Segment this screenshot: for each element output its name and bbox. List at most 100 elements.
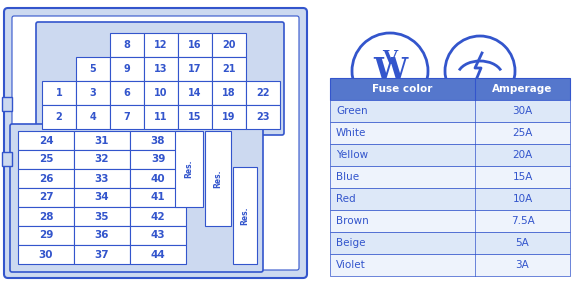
Bar [110, 57, 144, 81]
Bar [212, 81, 246, 105]
Text: 27: 27 [39, 192, 53, 202]
Text: 42: 42 [151, 212, 166, 221]
Text: Amperage: Amperage [492, 84, 553, 94]
Bar [74, 169, 130, 188]
Text: Green: Green [336, 106, 368, 116]
Text: Blue: Blue [336, 172, 359, 182]
Text: 25: 25 [39, 154, 53, 164]
Bar [130, 150, 186, 169]
Bar [130, 131, 186, 150]
Text: 10A: 10A [512, 194, 533, 204]
Bar [18, 131, 74, 150]
Bar [130, 226, 186, 245]
Bar [330, 144, 570, 166]
Text: Yellow: Yellow [336, 150, 368, 160]
Bar [76, 105, 110, 129]
Bar [74, 226, 130, 245]
Text: 18: 18 [222, 88, 236, 98]
Text: 31: 31 [95, 136, 109, 146]
Bar [212, 105, 246, 129]
Bar [110, 33, 144, 57]
FancyBboxPatch shape [12, 16, 299, 270]
Bar [76, 57, 110, 81]
Bar [18, 169, 74, 188]
Bar [330, 254, 570, 276]
Text: Fuse color: Fuse color [372, 84, 433, 94]
Bar [76, 81, 110, 105]
Bar [74, 188, 130, 207]
Text: 39: 39 [151, 154, 165, 164]
Text: 4: 4 [90, 112, 96, 122]
Text: Res.: Res. [240, 206, 250, 225]
Bar [74, 131, 130, 150]
Bar [144, 57, 178, 81]
Bar [130, 245, 186, 264]
Bar [42, 105, 76, 129]
Bar [130, 207, 186, 226]
Text: 38: 38 [151, 136, 165, 146]
Text: Res.: Res. [214, 169, 222, 188]
Bar [144, 33, 178, 57]
Bar [330, 100, 570, 122]
Bar [110, 105, 144, 129]
Text: 40: 40 [151, 174, 166, 184]
Text: 30A: 30A [512, 106, 533, 116]
Bar [144, 81, 178, 105]
Bar [18, 188, 74, 207]
Text: 25A: 25A [512, 128, 533, 138]
Text: 5: 5 [90, 64, 96, 74]
Text: 34: 34 [95, 192, 109, 202]
Bar [330, 166, 570, 188]
Bar [18, 150, 74, 169]
Text: 10: 10 [154, 88, 168, 98]
Text: 11: 11 [154, 112, 168, 122]
Text: 7: 7 [124, 112, 130, 122]
Text: 35: 35 [95, 212, 109, 221]
Text: 13: 13 [154, 64, 168, 74]
Text: 37: 37 [95, 249, 109, 259]
Text: 30: 30 [39, 249, 53, 259]
Bar [74, 150, 130, 169]
Text: 16: 16 [188, 40, 201, 50]
Bar [246, 105, 280, 129]
Bar [2, 152, 12, 166]
Bar [144, 105, 178, 129]
Bar [330, 78, 570, 100]
Text: 21: 21 [222, 64, 236, 74]
Text: Violet: Violet [336, 260, 366, 270]
Bar [110, 81, 144, 105]
Text: Red: Red [336, 194, 356, 204]
Text: 36: 36 [95, 231, 109, 241]
Text: 3A: 3A [516, 260, 529, 270]
Bar [42, 81, 76, 105]
Bar [178, 33, 212, 57]
Text: 2: 2 [56, 112, 63, 122]
Bar [175, 131, 203, 207]
Circle shape [352, 33, 428, 109]
Text: 8: 8 [123, 40, 130, 50]
Text: 7.5A: 7.5A [511, 216, 534, 226]
Text: Brown: Brown [336, 216, 369, 226]
Text: 29: 29 [39, 231, 53, 241]
Text: V: V [383, 50, 398, 68]
Text: 15: 15 [188, 112, 201, 122]
Bar [205, 131, 231, 226]
Text: 17: 17 [188, 64, 201, 74]
Bar [178, 57, 212, 81]
Bar [212, 33, 246, 57]
Bar [233, 167, 257, 264]
Circle shape [445, 36, 515, 106]
Text: 20: 20 [222, 40, 236, 50]
Text: 19: 19 [222, 112, 236, 122]
Text: 5A: 5A [516, 238, 529, 248]
Bar [330, 210, 570, 232]
Bar [2, 97, 12, 111]
Text: 20A: 20A [512, 150, 533, 160]
Bar [178, 81, 212, 105]
Text: 15A: 15A [512, 172, 533, 182]
Text: 6: 6 [124, 88, 130, 98]
FancyBboxPatch shape [4, 8, 307, 278]
Text: 28: 28 [39, 212, 53, 221]
Bar [18, 226, 74, 245]
Text: 26: 26 [39, 174, 53, 184]
